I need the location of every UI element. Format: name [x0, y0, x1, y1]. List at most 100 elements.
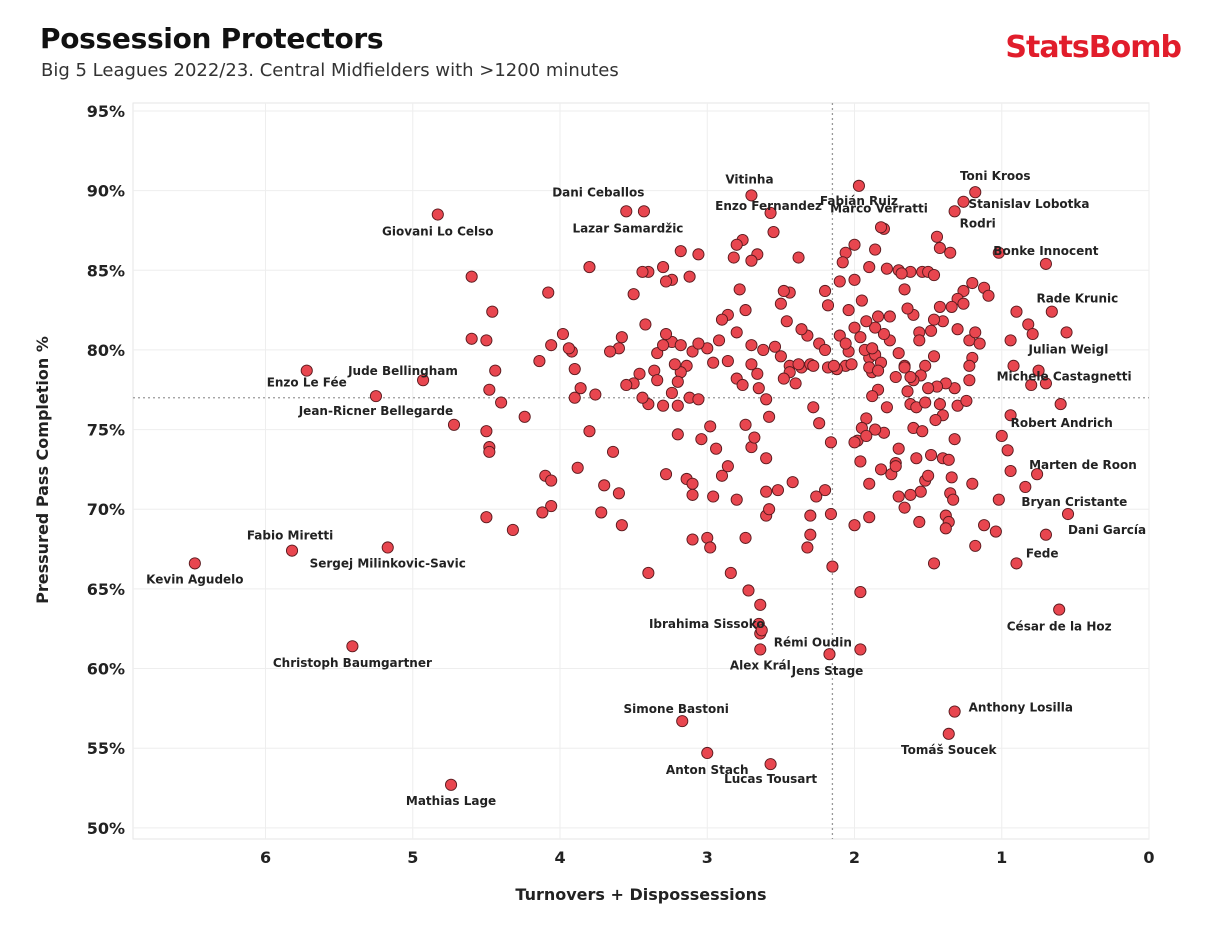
data-point [659, 468, 673, 481]
data-point [945, 300, 958, 313]
data-point [562, 342, 575, 355]
data-point [760, 452, 773, 465]
data-points [188, 179, 1075, 791]
data-point [880, 401, 893, 414]
point-label: Tomáš Soucek [901, 743, 997, 757]
data-point [556, 327, 570, 341]
data-point [780, 315, 793, 328]
chart-subtitle: Big 5 Leagues 2022/23. Central Midfielde… [41, 60, 619, 81]
x-tick-label: 1 [996, 848, 1007, 867]
data-point [914, 485, 927, 498]
labeled-data-point [948, 705, 961, 718]
data-point [724, 566, 737, 580]
data-point [992, 493, 1005, 506]
data-point [836, 256, 849, 269]
labeled-data-point [755, 624, 768, 637]
data-point [771, 484, 784, 497]
data-point [763, 503, 776, 516]
plot-area [132, 102, 1150, 840]
data-point [721, 355, 734, 368]
data-point [889, 370, 902, 384]
data-point [568, 391, 581, 404]
data-point [966, 276, 979, 290]
data-point [721, 460, 734, 473]
data-point [792, 251, 805, 264]
data-point [860, 429, 873, 443]
data-point [757, 343, 770, 356]
labeled-data-point [969, 186, 982, 199]
data-point [712, 334, 726, 347]
point-label: Vitinha [725, 172, 773, 186]
point-label: Fabio Miretti [247, 529, 333, 543]
data-point [754, 598, 767, 611]
data-point [927, 350, 941, 363]
data-point [973, 337, 986, 350]
data-point [671, 375, 684, 388]
data-point [606, 445, 620, 458]
data-point [686, 488, 699, 501]
data-point [483, 383, 496, 396]
data-point [804, 509, 817, 522]
point-label: César de la Hoz [1007, 620, 1112, 634]
point-label: Julian Weigl [1028, 342, 1109, 356]
data-point [872, 310, 885, 323]
data-point [927, 313, 941, 326]
data-point [819, 284, 832, 298]
data-point [545, 474, 558, 487]
labeled-data-point [300, 364, 313, 377]
data-point [495, 396, 508, 409]
y-axis-label: Pressured Pass Completion % [33, 336, 52, 604]
data-point [657, 339, 670, 352]
data-point [801, 541, 814, 554]
data-point [447, 418, 461, 431]
data-point [595, 506, 608, 519]
point-label: Rodri [960, 216, 996, 230]
data-point [848, 519, 861, 532]
labeled-data-point [417, 374, 430, 387]
labeled-data-point [701, 746, 714, 760]
x-axis-label: Turnovers + Dispossessions [515, 885, 766, 904]
point-label: Enzo Fernandez [715, 199, 822, 213]
data-point [813, 417, 826, 430]
data-point [533, 355, 546, 368]
data-point [767, 225, 780, 239]
data-point [824, 507, 837, 521]
data-point [863, 261, 876, 274]
data-point [748, 431, 761, 444]
data-point [777, 372, 790, 385]
data-point [978, 519, 991, 532]
data-point [707, 490, 720, 503]
labeled-data-point [637, 205, 650, 218]
data-point [598, 479, 611, 492]
data-point [910, 452, 923, 465]
data-point [939, 522, 952, 535]
data-point [736, 378, 749, 392]
data-point [963, 374, 976, 387]
data-point [715, 313, 729, 326]
data-point [919, 396, 932, 409]
point-label: Bryan Cristante [1021, 495, 1127, 509]
labeled-data-point [1061, 507, 1075, 521]
data-point [916, 425, 929, 438]
data-point [966, 477, 979, 490]
data-point [866, 390, 879, 403]
x-tick-label: 2 [849, 848, 860, 867]
data-point [465, 270, 478, 283]
labeled-data-point [957, 195, 970, 208]
data-point [866, 342, 879, 355]
data-point [854, 331, 867, 344]
point-label: Michele Castagnetti [997, 370, 1132, 384]
data-point [892, 347, 905, 360]
data-point [869, 423, 882, 436]
data-point [892, 442, 905, 455]
data-point [869, 243, 882, 256]
data-point [929, 413, 942, 427]
data-point [727, 251, 740, 264]
data-point [957, 297, 970, 310]
point-label: Rémi Oudin [774, 635, 852, 649]
data-point [620, 378, 633, 392]
data-point [536, 506, 549, 519]
data-point [639, 318, 652, 331]
data-point [925, 324, 938, 337]
